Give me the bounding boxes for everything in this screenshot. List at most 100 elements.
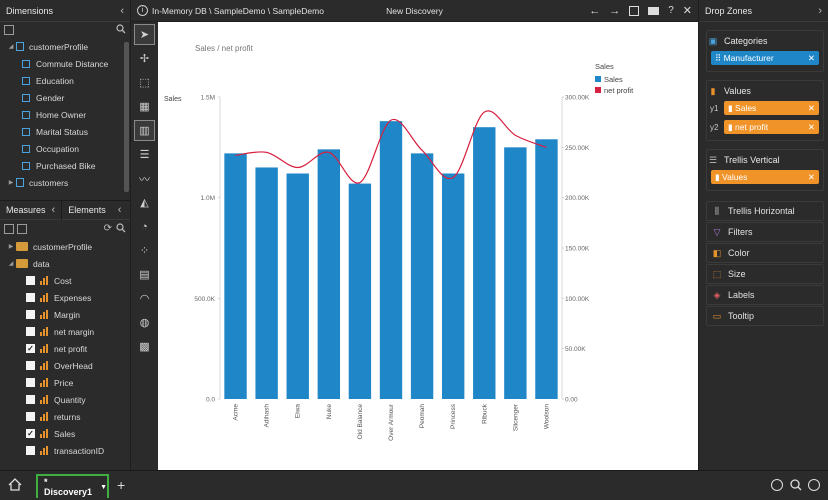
remove-icon[interactable]: ✕ xyxy=(807,52,815,63)
dimension-view-icon[interactable] xyxy=(4,25,14,35)
dimensions-scrollbar[interactable] xyxy=(124,42,129,192)
measure-checkbox[interactable] xyxy=(26,293,35,302)
measure-item[interactable]: Expenses xyxy=(0,289,130,306)
dimension-item[interactable]: Marital Status xyxy=(0,123,130,140)
measure-view-icon[interactable] xyxy=(4,224,14,234)
measure-checkbox[interactable]: ✓ xyxy=(26,343,35,353)
measure-checkbox[interactable] xyxy=(26,276,35,285)
size-zone[interactable]: ⬚ Size xyxy=(706,264,824,284)
calculated-field-icon[interactable] xyxy=(17,224,27,234)
treemap-icon[interactable]: ▤ xyxy=(139,269,150,281)
elements-collapse-icon[interactable]: ‹ xyxy=(117,204,122,216)
collapse-left-icon[interactable]: ‹ xyxy=(120,4,124,17)
search-icon[interactable] xyxy=(790,479,802,493)
select-area-icon[interactable]: ⬚ xyxy=(139,77,150,89)
measure-item[interactable]: Price xyxy=(0,374,130,391)
dimension-item[interactable]: Gender xyxy=(0,89,130,106)
refresh-icon[interactable]: ⟳ xyxy=(103,223,112,234)
remove-icon[interactable]: ✕ xyxy=(807,102,815,113)
bar-chart-icon[interactable]: ☰ xyxy=(139,149,150,161)
ai-icon[interactable] xyxy=(771,479,783,491)
values-zone[interactable]: ▮ Values y1 ▮ Sales ✕ y2 ▮ net profit ✕ xyxy=(706,80,824,141)
timer-icon[interactable] xyxy=(808,479,820,491)
trellis-values-pill[interactable]: ▮ Values ✕ xyxy=(711,170,819,184)
measure-search-icon[interactable] xyxy=(116,223,126,235)
tab-dropdown-icon[interactable]: ▼ xyxy=(100,483,107,491)
column-chart-icon[interactable]: ▥ xyxy=(134,120,155,141)
value-pill-net-profit[interactable]: ▮ net profit ✕ xyxy=(724,120,819,134)
collapse-right-icon[interactable]: › xyxy=(818,4,822,17)
remove-icon[interactable]: ✕ xyxy=(807,121,815,132)
measure-item[interactable]: Margin xyxy=(0,306,130,323)
measure-item[interactable]: Quantity xyxy=(0,391,130,408)
tab-measures[interactable]: Measures xyxy=(0,200,52,220)
dimension-table[interactable]: ◢ customerProfile xyxy=(0,38,130,55)
expand-down-icon[interactable]: ◢ xyxy=(8,261,14,267)
dimension-item[interactable]: Education xyxy=(0,72,130,89)
measure-folder[interactable]: ◢ data xyxy=(0,255,130,272)
measure-item[interactable]: returns xyxy=(0,408,130,425)
tooltip-zone[interactable]: ▭ Tooltip xyxy=(706,306,824,326)
measures-collapse-icon[interactable]: ‹ xyxy=(51,204,56,216)
measure-folder[interactable]: ▶ customerProfile xyxy=(0,238,130,255)
dimension-search-icon[interactable] xyxy=(116,24,126,36)
dimension-item[interactable]: Commute Distance xyxy=(0,55,130,72)
attribute-icon xyxy=(22,110,30,119)
measure-item[interactable]: OverHead xyxy=(0,357,130,374)
tab-discovery1[interactable]: * Discovery1 ▼ xyxy=(36,474,109,498)
measure-checkbox[interactable] xyxy=(26,395,35,404)
dimension-item[interactable]: Occupation xyxy=(0,140,130,157)
gauge-icon[interactable]: ◠ xyxy=(139,293,150,305)
add-point-icon[interactable]: ✢ xyxy=(139,53,150,65)
measure-item[interactable]: Cost xyxy=(0,272,130,289)
expand-down-icon[interactable]: ◢ xyxy=(8,44,14,50)
measure-checkbox[interactable]: ✓ xyxy=(26,428,35,438)
remove-icon[interactable]: ✕ xyxy=(807,171,815,182)
map-icon[interactable]: ◍ xyxy=(139,317,150,329)
undo-icon[interactable]: ← xyxy=(589,4,601,17)
measure-checkbox[interactable] xyxy=(26,446,35,455)
filters-zone[interactable]: ▽ Filters xyxy=(706,222,824,242)
dimension-table[interactable]: ▶ customers xyxy=(0,174,130,191)
scatter-chart-icon[interactable]: ⁘ xyxy=(139,245,150,257)
redo-icon[interactable]: → xyxy=(609,4,621,17)
category-pill[interactable]: ⠿ Manufacturer ✕ xyxy=(711,51,819,65)
info-icon[interactable]: i xyxy=(137,5,148,16)
measure-checkbox[interactable] xyxy=(26,361,35,370)
pointer-icon[interactable]: ➤ xyxy=(134,24,155,45)
trellis-horizontal-zone[interactable]: ⫼ Trellis Horizontal xyxy=(706,201,824,221)
line-chart-icon[interactable]: 〰 xyxy=(139,173,150,186)
add-tab-icon[interactable]: + xyxy=(117,477,126,493)
expand-right-icon[interactable]: ▶ xyxy=(8,244,14,250)
dimension-item[interactable]: Home Owner xyxy=(0,106,130,123)
pivot-icon[interactable]: ▩ xyxy=(139,341,150,353)
measure-item[interactable]: transactionID xyxy=(0,442,130,459)
chart-axes: 0.0 500.0K 1.0M 1.5M 0.00 50.00K 100.00K 150.00… xyxy=(194,95,589,441)
area-chart-icon[interactable]: ◭ xyxy=(140,197,149,209)
pie-chart-icon[interactable]: ◔ xyxy=(141,220,148,233)
measure-item[interactable]: ✓ Sales xyxy=(0,425,130,442)
value-pill-sales[interactable]: ▮ Sales ✕ xyxy=(724,101,819,115)
color-zone[interactable]: ◧ Color xyxy=(706,243,824,263)
home-icon[interactable] xyxy=(8,478,22,493)
table-icon[interactable]: ▦ xyxy=(139,101,150,113)
measure-checkbox[interactable] xyxy=(26,412,35,421)
measure-checkbox[interactable] xyxy=(26,327,35,336)
measure-checkbox[interactable] xyxy=(26,310,35,319)
measure-item[interactable]: net margin xyxy=(0,323,130,340)
x-tick-label: Adihash xyxy=(264,404,271,428)
print-icon[interactable] xyxy=(648,6,660,15)
expand-right-icon[interactable]: ▶ xyxy=(8,180,14,186)
data-source-path[interactable]: In-Memory DB \ SampleDemo \ SampleDemo xyxy=(152,5,324,16)
labels-zone[interactable]: ◈ Labels xyxy=(706,285,824,305)
bar-sales xyxy=(379,121,403,399)
save-icon[interactable] xyxy=(629,5,640,16)
help-icon[interactable]: ? xyxy=(668,5,674,16)
categories-zone[interactable]: ▣ Categories ⠿ Manufacturer ✕ xyxy=(706,30,824,72)
measure-checkbox[interactable] xyxy=(26,378,35,387)
close-icon[interactable]: ✕ xyxy=(682,5,692,17)
dimension-item[interactable]: Purchased Bike xyxy=(0,157,130,174)
trellis-vertical-zone[interactable]: ☰ Trellis Vertical ▮ Values ✕ xyxy=(706,149,824,191)
measure-item[interactable]: ✓ net profit xyxy=(0,340,130,357)
tab-elements[interactable]: Elements xyxy=(61,200,112,220)
